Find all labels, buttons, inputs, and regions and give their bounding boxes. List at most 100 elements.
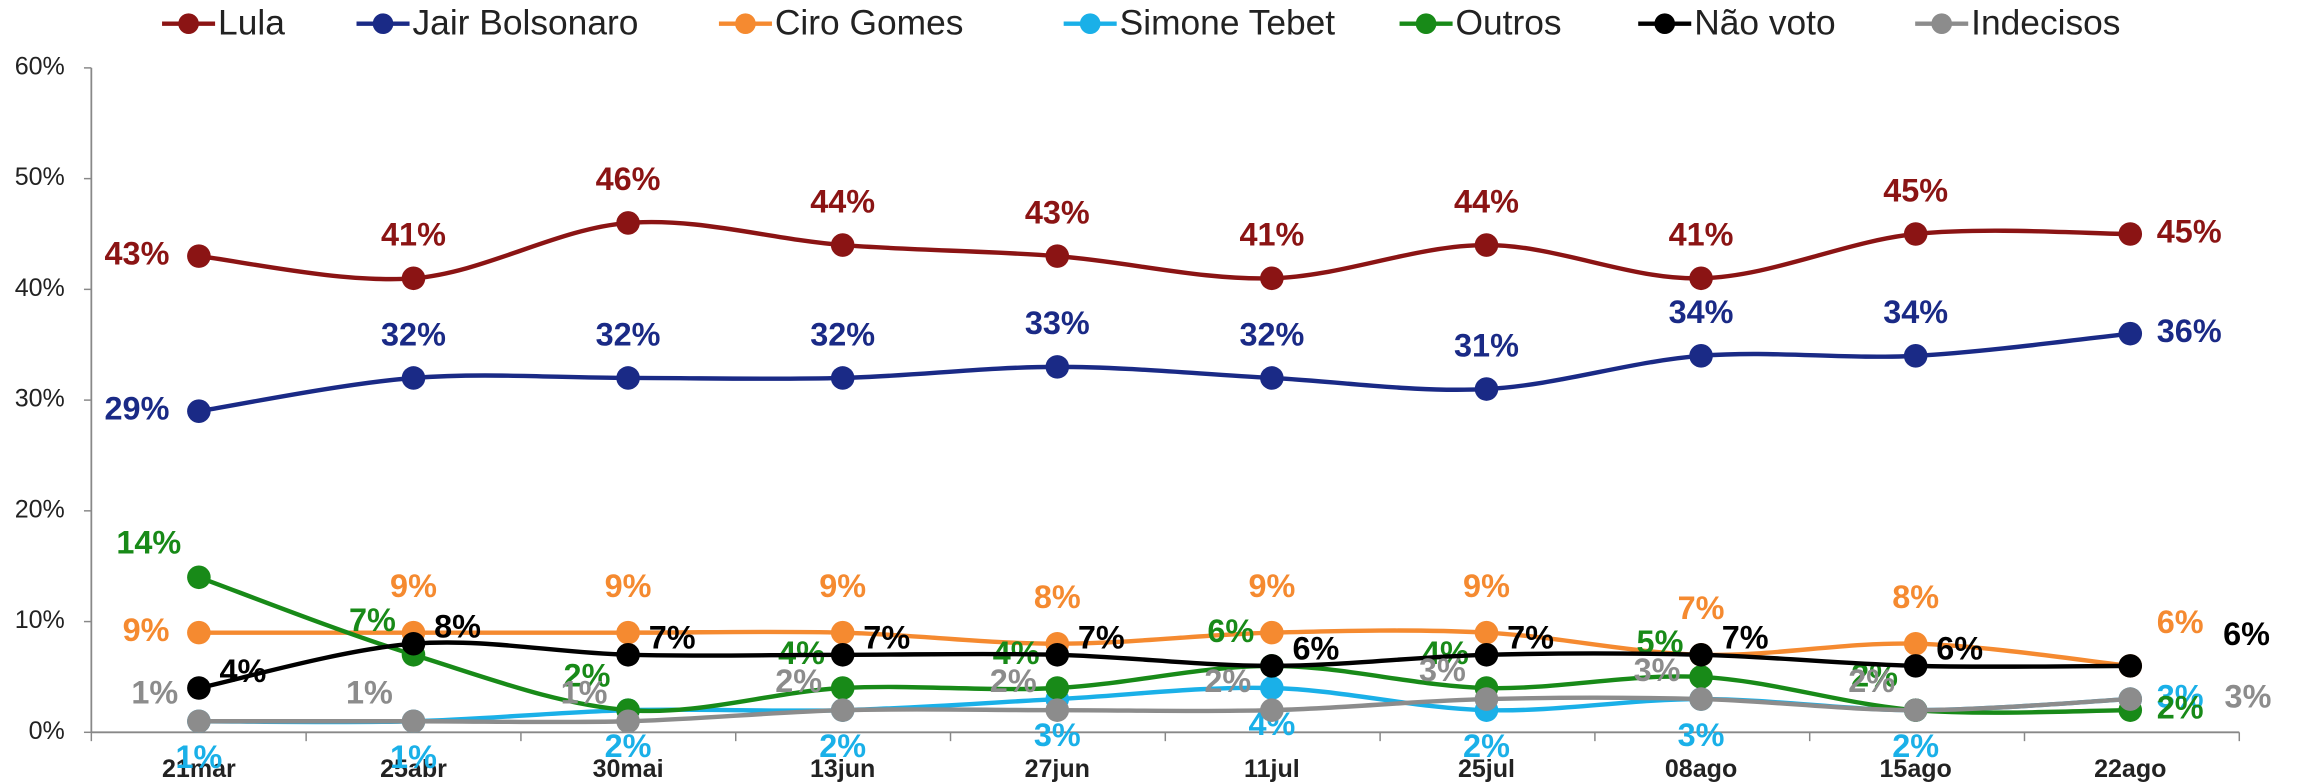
data-label: 1% (131, 674, 178, 710)
data-point (1474, 687, 1499, 711)
data-label: 2% (605, 728, 652, 764)
data-point (187, 399, 211, 423)
data-label: 33% (1025, 305, 1090, 341)
data-point (401, 631, 426, 656)
data-point (401, 366, 426, 390)
data-label: 8% (1034, 579, 1081, 615)
y-tick-label: 0% (29, 717, 65, 745)
data-point (616, 643, 640, 667)
x-tick-label: 21mar (162, 755, 236, 783)
data-label: 43% (1025, 194, 1090, 230)
data-label: 9% (819, 568, 866, 604)
data-label: 3% (1634, 652, 1681, 688)
data-point (616, 709, 640, 734)
data-point (1903, 654, 1928, 678)
y-tick-label: 10% (15, 606, 65, 634)
legend-marker (372, 13, 394, 35)
data-label: 9% (1248, 568, 1295, 604)
data-point (2118, 321, 2143, 346)
legend-marker (1654, 13, 1676, 35)
data-label: 1% (390, 739, 437, 775)
data-point (1045, 355, 1070, 379)
data-label: 3% (2157, 679, 2204, 715)
data-label: 7% (1678, 590, 1725, 626)
data-label: 8% (434, 609, 481, 645)
data-point (1045, 643, 1070, 667)
data-point (187, 565, 211, 590)
x-tick-label: 22ago (2094, 755, 2166, 783)
legend-marker (178, 13, 199, 35)
y-tick-label: 30% (15, 385, 65, 413)
legend-label: Jair Bolsonaro (413, 4, 639, 43)
data-point (187, 244, 211, 268)
data-label: 9% (1463, 568, 1510, 604)
data-point (2118, 654, 2143, 678)
data-point (1689, 344, 1713, 368)
data-point (1474, 233, 1499, 257)
data-point (1689, 266, 1713, 291)
data-label: 3% (2225, 679, 2272, 715)
data-label: 7% (1507, 620, 1554, 656)
data-label: 45% (1883, 172, 1948, 208)
legend-label: Simone Tebet (1120, 4, 1336, 43)
data-point (616, 366, 640, 390)
data-label: 2% (1204, 663, 1251, 699)
data-label: 2% (819, 728, 866, 764)
x-tick-label: 27jun (1025, 755, 1090, 783)
data-label: 1% (561, 674, 608, 710)
data-label: 8% (1892, 579, 1939, 615)
data-point (1474, 620, 1499, 645)
data-label: 32% (1239, 316, 1304, 352)
data-point (1045, 698, 1070, 722)
data-point (830, 676, 855, 700)
data-point (1045, 676, 1070, 700)
data-label: 46% (596, 161, 661, 197)
data-label: 36% (2157, 313, 2222, 349)
data-label: 3% (1034, 717, 1081, 753)
data-point (1689, 643, 1713, 667)
data-label: 32% (810, 316, 875, 352)
series-line (198, 575, 2131, 715)
data-point (830, 366, 855, 390)
data-point (2118, 687, 2143, 711)
data-label: 2% (2157, 690, 2204, 726)
data-point (187, 709, 211, 734)
legend-label: Lula (218, 4, 285, 43)
data-point (401, 709, 426, 734)
data-label: 1% (346, 674, 393, 710)
data-point (2118, 222, 2143, 246)
series-line (198, 685, 2131, 725)
data-label: 34% (1883, 294, 1948, 330)
data-point (1260, 620, 1284, 645)
data-point (1903, 698, 1928, 722)
data-point (1689, 665, 1713, 689)
data-label: 4% (1422, 635, 1469, 671)
data-point (1260, 698, 1284, 722)
data-label: 1% (175, 739, 222, 775)
data-label: 43% (105, 236, 170, 272)
data-label: 9% (605, 568, 652, 604)
data-label: 2% (564, 657, 611, 693)
x-tick-label: 11jul (1244, 755, 1300, 783)
data-point (187, 620, 211, 645)
data-point (830, 620, 855, 645)
series-line (198, 219, 2131, 282)
data-label: 2% (1463, 728, 1510, 764)
data-point (1260, 676, 1284, 700)
legend-label: Outros (1456, 4, 1562, 43)
data-label: 3% (1678, 717, 1725, 753)
x-tick-label: 25abr (380, 755, 447, 783)
data-label: 9% (390, 568, 437, 604)
data-point (1474, 643, 1499, 667)
data-point (1903, 344, 1928, 368)
data-label: 32% (381, 316, 446, 352)
data-point (1045, 244, 1070, 268)
data-label: 44% (810, 183, 875, 219)
x-tick-label: 30mai (593, 755, 664, 783)
data-label: 6% (1936, 631, 1983, 667)
data-point (187, 676, 211, 700)
x-tick-label: 08ago (1665, 755, 1737, 783)
data-label: 14% (116, 524, 181, 560)
data-label: 6% (2157, 604, 2204, 640)
